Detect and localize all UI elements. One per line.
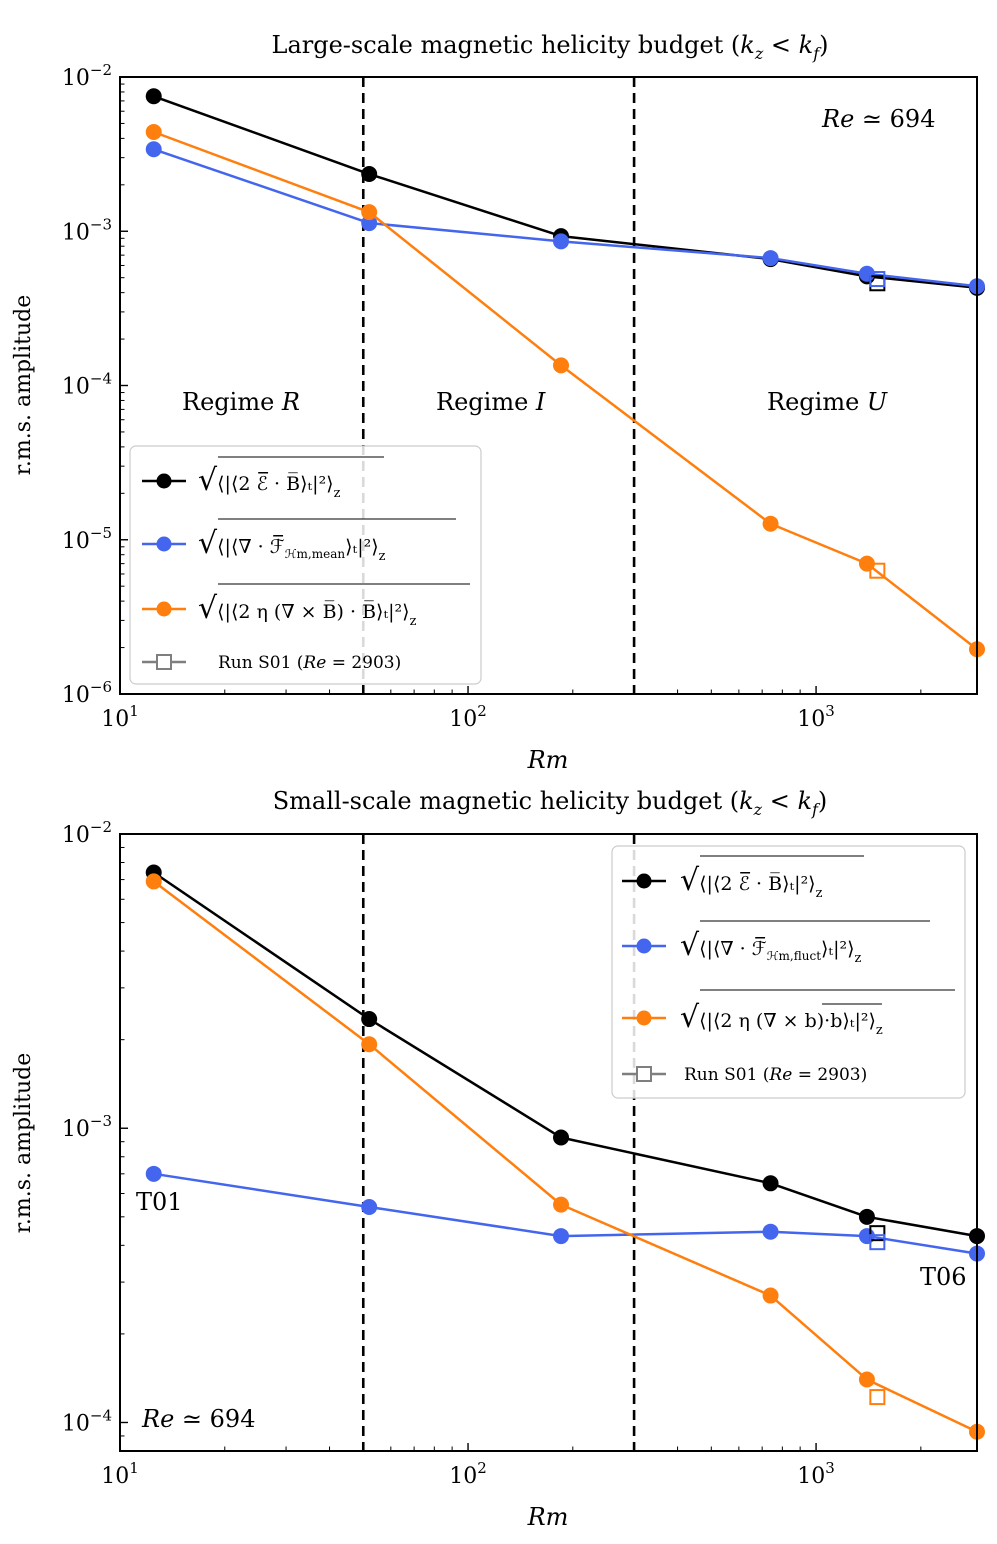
bottom-legend-box — [611, 845, 966, 1099]
bottom-chart-panel: Small-scale magnetic helicity budget (kz… — [11, 787, 985, 1531]
top-y-axis-label: r.m.s. amplitude — [11, 295, 36, 475]
top-plot-frame — [119, 76, 978, 695]
bottom-legend-entry-2: √⟨|⟨∇ · ℱ̅ℋm,fluct⟩ₜ|²⟩z — [622, 920, 930, 966]
top-series-line-2 — [153, 148, 978, 288]
bottom-re-annotation: Re ≃ 694 — [141, 1405, 255, 1433]
legend-marker-black — [156, 473, 172, 489]
bottom-series-2-point — [553, 1228, 570, 1245]
bottom-series-line-3 — [152, 880, 978, 1433]
bottom-series-3-point — [762, 1287, 779, 1304]
top-series-1-point — [361, 166, 378, 183]
bottom-x-tick-label: 103 — [797, 1459, 835, 1489]
top-y-tick-label: 10−6 — [62, 678, 112, 708]
top-x-tick-label: 101 — [101, 702, 139, 732]
top-axis-ticks: 101 102 103 10−6 10−5 10−4 10−3 10−2 — [62, 61, 922, 732]
bottom-series-1-point — [361, 1011, 378, 1028]
top-x-tick-label: 102 — [449, 702, 487, 732]
top-legend-entry-1: √⟨|⟨2 ℰ̅ · B̅⟩ₜ|²⟩z — [142, 456, 384, 501]
top-series-3-point — [553, 357, 570, 374]
bottom-chart-title: Small-scale magnetic helicity budget (kz… — [273, 787, 828, 819]
top-legend: √⟨|⟨2 ℰ̅ · B̅⟩ₜ|²⟩z √⟨|⟨∇ · ℱ̅ℋm,mean⟩ₜ|… — [129, 445, 482, 685]
top-series-3-point — [145, 123, 162, 140]
bottom-y-tick-label: 10−3 — [62, 1112, 112, 1142]
bottom-t06-label: T06 — [920, 1263, 967, 1291]
top-x-axis-label: Rm — [527, 746, 569, 774]
top-chart-panel: Large-scale magnetic helicity budget (kz… — [11, 31, 985, 774]
top-y-tick-label: 10−2 — [62, 61, 112, 91]
bottom-axis-ticks: 101 102 103 10−4 10−3 10−2 — [62, 818, 922, 1489]
bottom-series-1-point — [553, 1129, 570, 1146]
top-re-annotation: Re ≃ 694 — [821, 105, 935, 133]
top-legend-label-2: √⟨|⟨∇ · ℱ̅ℋm,mean⟩ₜ|²⟩z — [198, 526, 386, 564]
top-x-tick-label: 103 — [797, 702, 835, 732]
legend-marker-orange — [636, 1010, 652, 1026]
top-run-s01-marker-2 — [869, 271, 886, 288]
top-series-1-point — [145, 88, 162, 105]
top-legend-label-4: Run S01 (Re = 2903) — [218, 653, 401, 673]
bottom-legend-entry-3: √⟨|⟨2 η (∇ × b)·b⟩ₜ|²⟩z — [622, 989, 955, 1038]
bottom-series-2-point — [762, 1223, 779, 1240]
top-y-tick-label: 10−3 — [62, 215, 112, 245]
top-legend-label-1: √⟨|⟨2 ℰ̅ · B̅⟩ₜ|²⟩z — [198, 463, 341, 501]
bottom-data-series — [145, 864, 985, 1440]
top-series-2-point — [858, 265, 875, 282]
bottom-series-2-point — [145, 1165, 162, 1182]
bottom-y-axis-label: r.m.s. amplitude — [11, 1053, 36, 1233]
top-legend-box — [129, 445, 482, 685]
top-run-s01-marker-3 — [869, 562, 886, 579]
top-legend-label-3: √⟨|⟨2 η (∇ × B̅) · B̅⟩ₜ|²⟩z — [198, 591, 417, 629]
legend-square-marker — [156, 654, 172, 670]
legend-marker-blue — [636, 938, 652, 954]
bottom-series-line-1 — [153, 871, 978, 1238]
bottom-series-2-point — [361, 1198, 378, 1215]
top-data-series — [145, 88, 985, 658]
top-legend-entry-3: √⟨|⟨2 η (∇ × B̅) · B̅⟩ₜ|²⟩z — [142, 583, 470, 629]
bottom-x-tick-label: 101 — [101, 1459, 139, 1489]
top-y-tick-label: 10−5 — [62, 524, 112, 554]
legend-marker-blue — [156, 536, 172, 552]
bottom-y-tick-label: 10−4 — [62, 1406, 112, 1436]
legend-marker-orange — [156, 601, 172, 617]
top-y-tick-label: 10−4 — [62, 370, 112, 400]
bottom-legend-label-3: √⟨|⟨2 η (∇ × b)·b⟩ₜ|²⟩z — [680, 1000, 883, 1038]
bottom-series-3-point — [553, 1196, 570, 1213]
top-series-2-point — [145, 141, 162, 158]
top-regime-r-label: Regime R — [182, 388, 300, 416]
top-chart-title: Large-scale magnetic helicity budget (kz… — [272, 31, 829, 63]
bottom-run-s01-marker-2 — [869, 1234, 886, 1251]
top-series-2-point — [553, 233, 570, 250]
bottom-x-tick-label: 102 — [449, 1459, 487, 1489]
bottom-legend-entry-1: √⟨|⟨2 ℰ̅ · B̅⟩ₜ|²⟩z — [622, 855, 864, 901]
bottom-run-s01-marker-1 — [869, 1225, 886, 1242]
bottom-legend-label-2: √⟨|⟨∇ · ℱ̅ℋm,fluct⟩ₜ|²⟩z — [680, 928, 862, 966]
top-legend-entry-2: √⟨|⟨∇ · ℱ̅ℋm,mean⟩ₜ|²⟩z — [142, 518, 456, 564]
bottom-series-3-point — [858, 1371, 875, 1388]
bottom-legend-label-4: Run S01 (Re = 2903) — [684, 1065, 867, 1085]
bottom-plot-frame — [119, 833, 978, 1452]
bottom-y-tick-label: 10−2 — [62, 818, 112, 848]
top-regime-i-label: Regime I — [436, 388, 546, 416]
top-series-3-point — [361, 204, 378, 221]
legend-marker-black — [636, 873, 652, 889]
top-legend-entry-4: Run S01 (Re = 2903) — [142, 653, 401, 673]
top-regime-u-label: Regime U — [767, 388, 888, 416]
bottom-legend-entry-4: Run S01 (Re = 2903) — [622, 1065, 867, 1085]
bottom-x-axis-label: Rm — [527, 1503, 569, 1531]
bottom-series-1-point — [762, 1175, 779, 1192]
top-series-2-point — [762, 250, 779, 267]
top-series-3-point — [762, 515, 779, 532]
bottom-series-1-point — [858, 1208, 875, 1225]
bottom-legend-label-1: √⟨|⟨2 ℰ̅ · B̅⟩ₜ|²⟩z — [680, 863, 823, 901]
bottom-series-3-point — [145, 873, 162, 890]
bottom-t01-label: T01 — [136, 1188, 183, 1216]
bottom-legend: √⟨|⟨2 ℰ̅ · B̅⟩ₜ|²⟩z √⟨|⟨∇ · ℱ̅ℋm,fluct⟩ₜ… — [611, 845, 966, 1099]
bottom-run-s01-marker-3 — [869, 1389, 886, 1406]
bottom-series-3-point — [361, 1036, 378, 1053]
legend-square-marker — [636, 1066, 652, 1082]
